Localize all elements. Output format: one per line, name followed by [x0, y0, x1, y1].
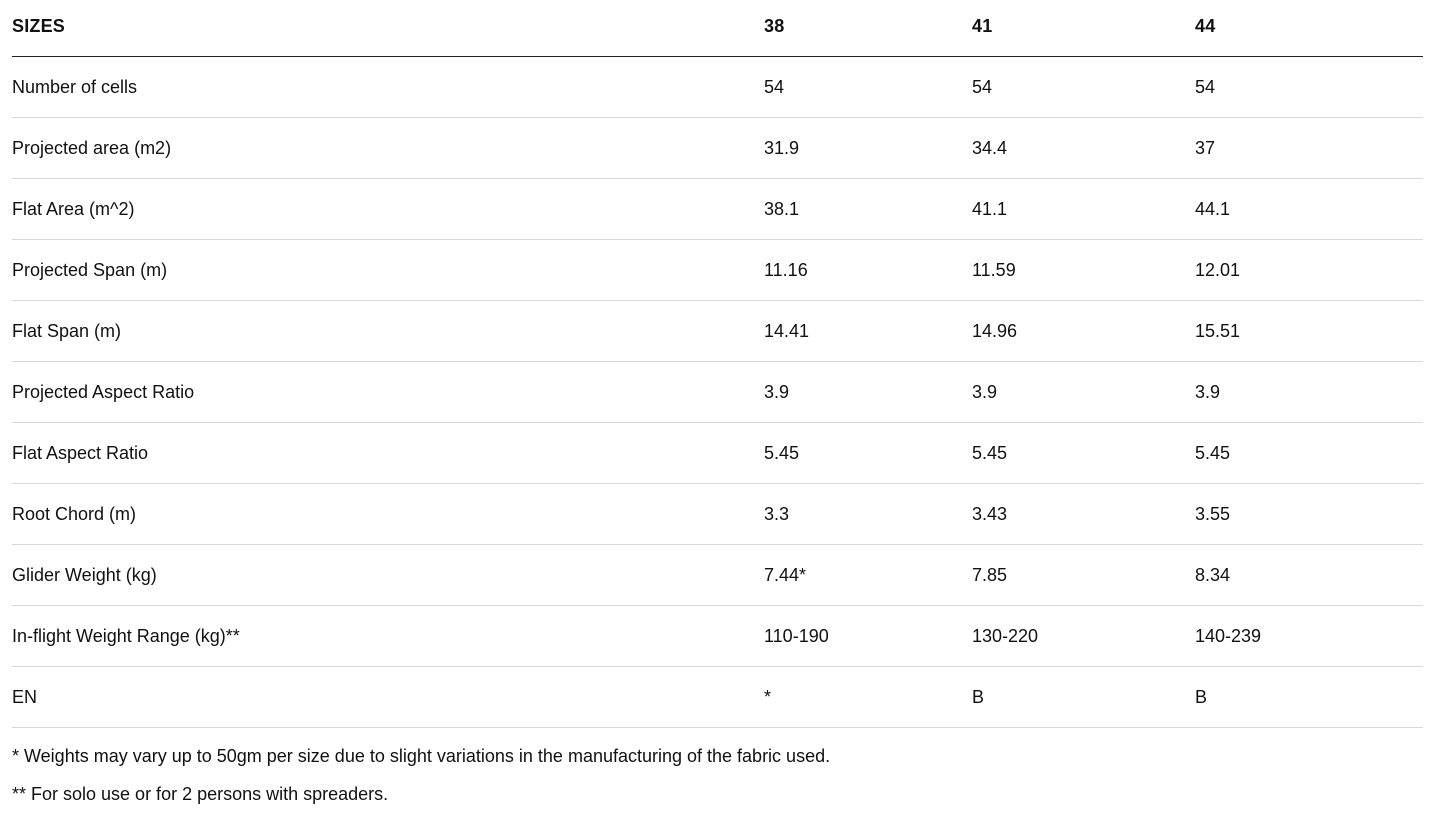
- cell-size-38: 3.3: [764, 483, 972, 545]
- table-body: Number of cells 54 54 54 Projected area (m2)…: [12, 56, 1423, 728]
- table-row: Glider Weight (kg) 7.44* 7.85 8.34: [12, 544, 1423, 606]
- cell-size-44: B: [1195, 666, 1423, 728]
- cell-size-38: 5.45: [764, 422, 972, 484]
- cell-size-44: 54: [1195, 56, 1423, 118]
- cell-size-38: *: [764, 666, 972, 728]
- cell-size-44: 37: [1195, 117, 1423, 179]
- cell-size-38: 31.9: [764, 117, 972, 179]
- table-row: Projected Aspect Ratio 3.9 3.9 3.9: [12, 361, 1423, 423]
- cell-size-38: 14.41: [764, 300, 972, 362]
- cell-size-44: 8.34: [1195, 544, 1423, 606]
- footnote-solo-use: ** For solo use or for 2 persons with sp…: [12, 784, 389, 804]
- cell-size-44: 3.9: [1195, 361, 1423, 423]
- cell-size-41: B: [972, 666, 1195, 728]
- cell-size-41: 41.1: [972, 178, 1195, 240]
- header-cell-sizes: SIZES: [12, 0, 764, 57]
- cell-label: Flat Area (m^2): [12, 178, 764, 240]
- cell-label: Projected Span (m): [12, 239, 764, 301]
- cell-size-41: 5.45: [972, 422, 1195, 484]
- cell-label: Projected area (m2): [12, 117, 764, 179]
- cell-label: Projected Aspect Ratio: [12, 361, 764, 423]
- cell-size-38: 11.16: [764, 239, 972, 301]
- cell-size-41: 34.4: [972, 117, 1195, 179]
- cell-size-41: 3.9: [972, 361, 1195, 423]
- cell-size-41: 11.59: [972, 239, 1195, 301]
- table-header-row: SIZES 38 41 44: [12, 0, 1423, 57]
- cell-label: Flat Span (m): [12, 300, 764, 362]
- cell-size-38: 7.44*: [764, 544, 972, 606]
- cell-size-41: 3.43: [972, 483, 1195, 545]
- table-row: Flat Span (m) 14.41 14.96 15.51: [12, 300, 1423, 362]
- cell-size-44: 15.51: [1195, 300, 1423, 362]
- footnote-weights: * Weights may vary up to 50gm per size d…: [12, 746, 831, 766]
- cell-label: Glider Weight (kg): [12, 544, 764, 606]
- cell-size-44: 140-239: [1195, 605, 1423, 667]
- header-cell-size-38: 38: [764, 0, 972, 57]
- cell-size-38: 54: [764, 56, 972, 118]
- header-cell-size-44: 44: [1195, 0, 1423, 57]
- sizes-spec-table: SIZES 38 41 44 Number of cells 54 54 54 Proj…: [12, 0, 1423, 728]
- cell-size-38: 110-190: [764, 605, 972, 667]
- cell-label: Flat Aspect Ratio: [12, 422, 764, 484]
- table-row: EN * B B: [12, 666, 1423, 728]
- cell-label: Number of cells: [12, 56, 764, 118]
- cell-size-41: 130-220: [972, 605, 1195, 667]
- cell-label: In-flight Weight Range (kg)**: [12, 605, 764, 667]
- cell-size-44: 5.45: [1195, 422, 1423, 484]
- table-row: Flat Area (m^2) 38.1 41.1 44.1: [12, 178, 1423, 240]
- cell-size-38: 3.9: [764, 361, 972, 423]
- table-row: Projected Span (m) 11.16 11.59 12.01: [12, 239, 1423, 301]
- table-row: In-flight Weight Range (kg)** 110-190 130-…: [12, 605, 1423, 667]
- table-row: Flat Aspect Ratio 5.45 5.45 5.45: [12, 422, 1423, 484]
- cell-size-44: 44.1: [1195, 178, 1423, 240]
- table-row: Projected area (m2) 31.9 34.4 37: [12, 117, 1423, 179]
- cell-label: EN: [12, 666, 764, 728]
- table-row: Root Chord (m) 3.3 3.43 3.55: [12, 483, 1423, 545]
- cell-size-41: 54: [972, 56, 1195, 118]
- cell-size-38: 38.1: [764, 178, 972, 240]
- header-cell-size-41: 41: [972, 0, 1195, 57]
- cell-size-44: 12.01: [1195, 239, 1423, 301]
- cell-label: Root Chord (m): [12, 483, 764, 545]
- cell-size-44: 3.55: [1195, 483, 1423, 545]
- table-row: Number of cells 54 54 54: [12, 56, 1423, 118]
- cell-size-41: 7.85: [972, 544, 1195, 606]
- cell-size-41: 14.96: [972, 300, 1195, 362]
